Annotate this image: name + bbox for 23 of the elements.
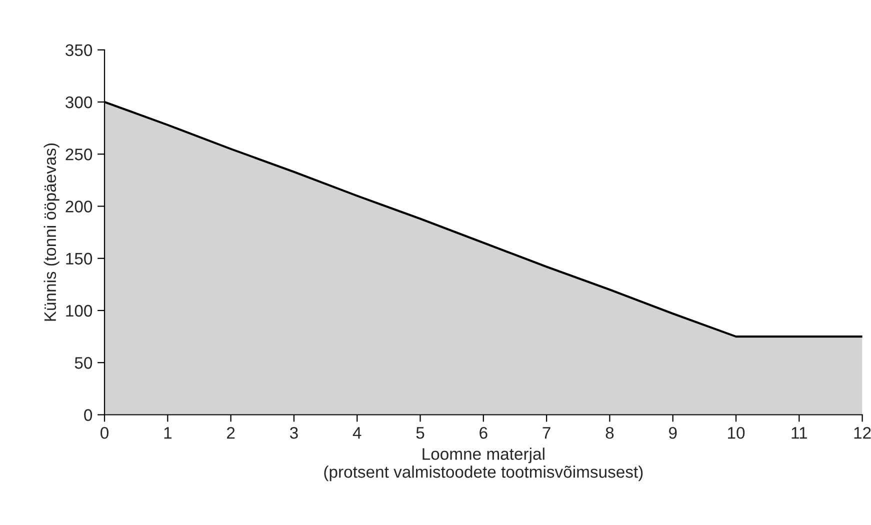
x-tick-label: 2 xyxy=(227,426,235,439)
x-tick-label: 7 xyxy=(542,427,550,439)
y-tick-label: 50 xyxy=(74,357,92,369)
x-tick-label: 1 xyxy=(164,427,172,439)
y-tick-label: 150 xyxy=(66,252,92,265)
y-tick-label: 250 xyxy=(66,148,92,160)
x-tick-label: 12 xyxy=(854,426,871,439)
x-tick-label: 11 xyxy=(792,427,807,439)
y-axis-title: Künnis (tonni ööpäevas) xyxy=(44,143,60,321)
x-tick-label: 0 xyxy=(100,426,109,439)
x-tick-label: 9 xyxy=(668,426,677,439)
y-tick-label: 300 xyxy=(66,96,92,108)
x-tick-label: 5 xyxy=(416,427,424,439)
x-tick-label: 3 xyxy=(290,426,298,439)
x-axis-title: Loomne materjal (protsent valmistoodete tootmisvõimsusest) xyxy=(324,448,643,482)
y-tick-label: 100 xyxy=(66,304,92,317)
y-tick-label: 200 xyxy=(66,200,92,212)
y-tick-label: 350 xyxy=(66,44,92,56)
x-tick-label: 8 xyxy=(606,426,614,439)
y-tick-label: 0 xyxy=(84,409,92,421)
x-tick-label: 10 xyxy=(728,426,745,439)
x-tick-label: 6 xyxy=(480,426,488,439)
x-tick-label: 4 xyxy=(352,427,362,439)
